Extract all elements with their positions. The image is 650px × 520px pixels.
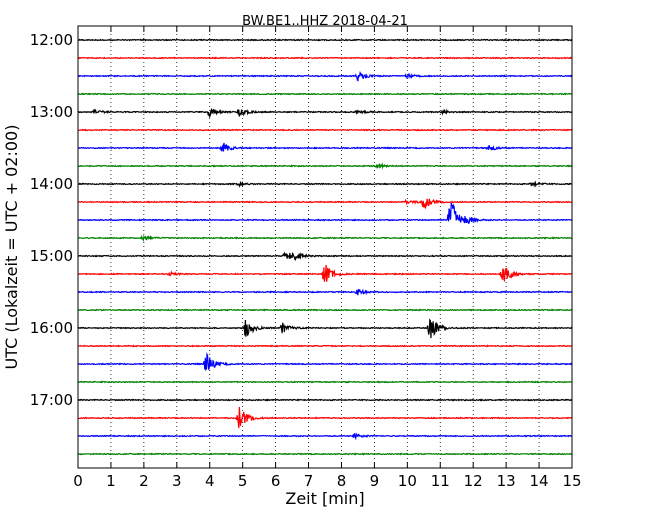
trace-1200 [77,38,573,42]
y-tick-label: 14:00 [30,175,73,193]
trace-1245 [77,92,573,96]
trace-1415 [77,198,573,209]
trace-1215 [77,56,573,60]
y-axis: 12:00 13:00 14:00 15:00 16:00 17:00 [30,31,572,409]
trace-1600 [77,318,573,339]
x-tick-label: 6 [271,472,281,490]
x-axis: 0 1 2 3 4 5 6 7 8 9 10 11 12 13 14 15 [73,26,582,490]
x-tick-label: 10 [398,472,417,490]
trace-1615 [77,344,573,348]
x-tick-label: 5 [238,472,248,490]
trace-1530 [77,288,573,296]
x-tick-label: 4 [205,472,215,490]
x-tick-label: 14 [530,472,549,490]
trace-1230 [77,70,573,82]
x-tick-label: 8 [337,472,347,490]
y-tick-label: 15:00 [30,247,73,265]
trace-1515 [77,264,573,283]
plot-frame [77,25,573,469]
trace-1315 [77,128,573,132]
trace-1430 [77,202,573,225]
trace-1345 [77,162,573,170]
y-tick-label: 13:00 [30,103,73,121]
chart-title: BW.BE1..HHZ 2018-04-21 [242,14,408,29]
x-tick-label: 11 [431,472,450,490]
y-tick-label: 12:00 [30,31,73,49]
y-tick-label: 16:00 [30,319,73,337]
y-tick-label: 17:00 [30,391,73,409]
x-tick-label: 1 [106,472,116,490]
x-tick-label: 2 [139,472,149,490]
x-tick-label: 0 [73,472,83,490]
y-axis-label: UTC (Lokalzeit = UTC + 02:00) [2,125,21,370]
x-tick-label: 15 [562,472,581,490]
x-tick-label: 13 [497,472,516,490]
trace-1730 [77,432,573,441]
x-tick-label: 3 [172,472,182,490]
x-tick-label: 9 [370,472,380,490]
grid [110,26,540,468]
trace-1700 [77,398,573,402]
trace-1545 [78,308,573,312]
trace-1500 [77,251,573,261]
trace-1715 [77,407,573,429]
traces [77,38,573,456]
trace-1400 [77,180,573,188]
x-tick-label: 7 [304,472,314,490]
trace-1745 [77,452,573,456]
trace-1330 [77,142,573,152]
x-axis-label: Zeit [min] [285,489,364,508]
trace-1300 [77,107,573,119]
trace-1645 [77,380,573,384]
trace-1445 [77,234,573,243]
x-tick-label: 12 [464,472,483,490]
trace-1630 [77,351,573,371]
